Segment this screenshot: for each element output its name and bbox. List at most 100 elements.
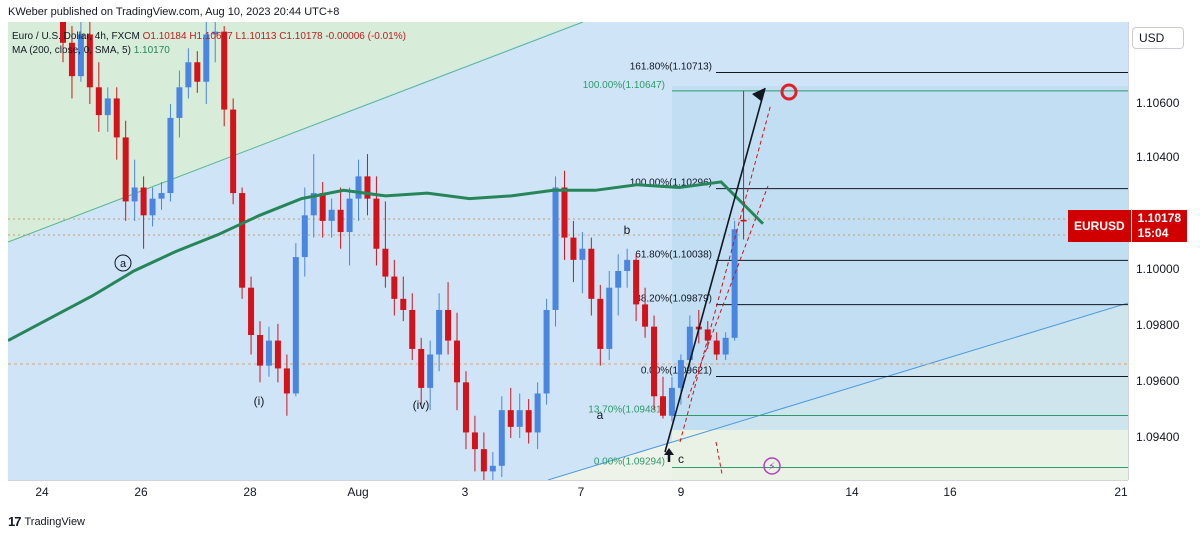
candle-down[interactable] [239,193,246,288]
candle-up[interactable] [346,198,353,233]
candle-down[interactable] [364,176,371,199]
candle-down[interactable] [113,98,120,138]
candle-up[interactable] [489,465,496,472]
candle-down[interactable] [561,187,568,238]
candle-down[interactable] [713,340,720,355]
candle-up[interactable] [624,259,631,271]
candle-up[interactable] [543,309,550,394]
candle-up[interactable] [158,193,165,199]
candle-down[interactable] [230,109,237,194]
candle-down[interactable] [221,31,228,110]
candle-down[interactable] [651,326,658,397]
badge-countdown: 15:04 [1137,226,1169,240]
legend-ma-value: 1.10170 [133,45,170,56]
candle-up[interactable] [301,215,308,258]
candle-down[interactable] [597,298,604,349]
candle-up[interactable] [731,229,738,338]
candle-up[interactable] [722,337,729,355]
event-lightning-icon[interactable] [763,457,781,475]
candle-up[interactable] [131,187,138,202]
candle-down[interactable] [60,22,66,43]
candle-down[interactable] [400,298,407,310]
candle-down[interactable] [588,248,595,299]
footer[interactable]: 17 TradingView [8,514,85,529]
candle-up[interactable] [355,176,362,199]
candle-up[interactable] [615,271,622,288]
candle-down[interactable] [454,340,461,383]
candle-up[interactable] [310,193,317,216]
candle-up[interactable] [436,309,443,355]
candle-down[interactable] [319,193,326,221]
fib-level-label: 61.80%(1.10038) [635,249,712,260]
price-tick: 1.10600 [1136,96,1180,110]
candle-down[interactable] [337,209,344,233]
candle-down[interactable] [418,348,425,388]
fib-level-label: 161.80%(1.10713) [630,62,712,73]
candle-down[interactable] [140,187,147,216]
price-tick: 1.10000 [1136,262,1180,276]
candle-down[interactable] [704,329,711,341]
candle-down[interactable] [480,449,487,472]
candle-down[interactable] [409,309,416,349]
candle-down[interactable] [194,62,201,82]
candle-up[interactable] [176,87,183,118]
candle-up[interactable] [427,354,434,388]
candle-up[interactable] [104,98,111,116]
candle-up[interactable] [498,410,505,466]
candle-down[interactable] [445,309,452,341]
candle-down[interactable] [462,382,469,433]
currency-selector[interactable]: USD [1132,27,1184,49]
candle-up[interactable] [149,198,156,216]
candle-up[interactable] [203,34,210,82]
target-circle-marker[interactable] [780,83,798,101]
candle-down[interactable] [122,137,129,202]
candle-up[interactable] [212,31,219,35]
candle-down[interactable] [86,34,93,88]
candle-down[interactable] [570,237,577,260]
time-axis[interactable]: 24 26 28 Aug 3 7 9 14 16 21 [8,480,1128,503]
candle-down[interactable] [373,198,380,249]
channel-top-line[interactable] [8,22,584,243]
candle-up[interactable] [579,248,586,260]
candle-down[interactable] [95,87,102,116]
candle-up[interactable] [77,34,84,77]
candle-down[interactable] [248,287,255,336]
candle-down[interactable] [283,368,290,394]
candle-up[interactable] [552,187,559,310]
candle-down[interactable] [642,304,649,327]
legend-ma: MA (200, close, 0, SMA, 5) [12,45,131,56]
candle-down[interactable] [507,410,514,427]
candle-down[interactable] [274,340,281,369]
candle-up[interactable] [677,360,684,388]
ma-200-line[interactable] [8,180,765,342]
chart-legend[interactable]: Euro / U.S. Dollar, 4h, FXCM O1.10184 H1… [12,30,406,58]
candle-down[interactable] [382,248,389,277]
candle-down[interactable] [257,335,264,366]
price-axis[interactable] [1128,22,1200,480]
candle-up[interactable] [686,326,693,361]
candle-up[interactable] [292,257,299,394]
candle-down[interactable] [471,432,478,450]
candle-up[interactable] [534,393,541,433]
candle-down[interactable] [68,42,75,77]
fib-level-label: 38.20%(1.09879) [635,294,712,305]
candle-up[interactable] [606,287,613,349]
candle-down[interactable] [633,259,640,305]
candle-up[interactable] [185,62,192,88]
candle-up[interactable] [167,117,174,194]
price-tick: 1.09800 [1136,318,1180,332]
candle-up[interactable] [668,387,675,416]
fib-green-level-label: 0.00%(1.09294) [594,457,665,468]
projection-arrow-line[interactable] [664,87,766,453]
candle-up[interactable] [265,340,272,366]
price-chart-svg[interactable]: 161.80%(1.10713) 100.00%(1.10296) 61.80%(1… [8,22,1128,480]
candle-up[interactable] [516,410,523,427]
candle-down[interactable] [525,410,532,433]
time-tick: Aug [347,485,369,499]
candle-down[interactable] [740,219,747,222]
candle-down[interactable] [391,276,398,299]
candle-up[interactable] [328,209,335,221]
channel-bottom-line[interactable] [547,302,1128,480]
candle-down[interactable] [659,396,666,416]
chart-area[interactable]: 161.80%(1.10713) 100.00%(1.10296) 61.80%(1… [8,22,1128,480]
